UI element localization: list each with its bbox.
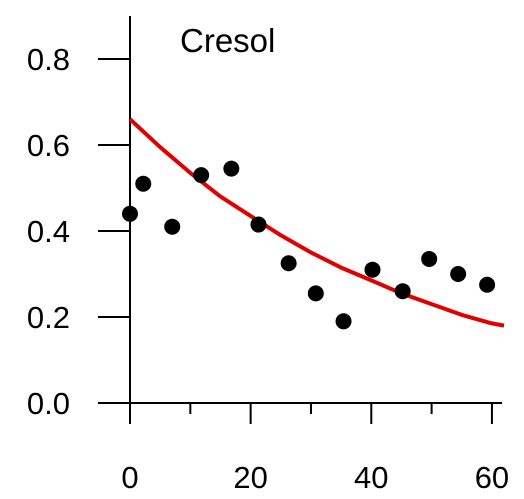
data-point xyxy=(479,276,496,293)
data-point xyxy=(421,250,438,267)
data-point xyxy=(307,285,324,302)
x-tick-label: 20 xyxy=(233,460,267,495)
data-point xyxy=(250,216,267,233)
data-point xyxy=(122,205,138,222)
data-point xyxy=(135,175,152,192)
data-point xyxy=(280,255,297,272)
y-tick-label: 0.8 xyxy=(27,42,70,77)
data-point xyxy=(450,266,467,282)
y-tick-label: 0.0 xyxy=(27,386,70,421)
data-marks xyxy=(122,117,505,330)
y-tick-label: 0.6 xyxy=(27,128,70,163)
data-point xyxy=(164,218,181,235)
ticks: 0.0 0.2 0.4 0.6 0.8 0 20 40 60 xyxy=(27,42,509,495)
data-point xyxy=(223,160,240,177)
chart-title: Cresol xyxy=(180,22,275,59)
y-tick-label: 0.4 xyxy=(27,214,70,249)
data-point xyxy=(364,261,381,278)
x-tick-label: 60 xyxy=(475,460,509,495)
axes xyxy=(98,16,502,404)
x-tick-label: 40 xyxy=(354,460,388,495)
data-point xyxy=(394,283,411,300)
data-point xyxy=(193,167,210,184)
x-tick-label: 0 xyxy=(121,460,138,495)
y-tick-label: 0.2 xyxy=(27,300,70,335)
data-point xyxy=(335,313,352,330)
